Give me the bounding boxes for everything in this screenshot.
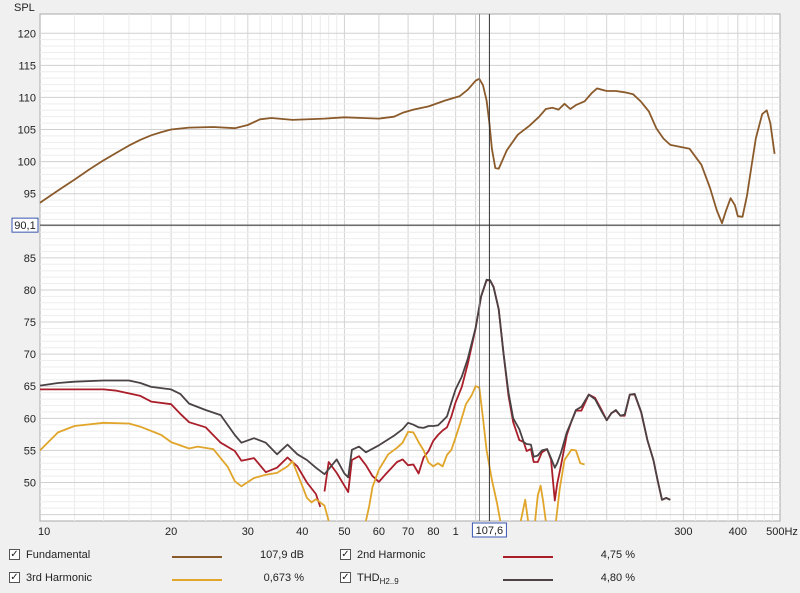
y-tick-label: 115 [18, 60, 36, 72]
y-tick-label: 120 [18, 28, 36, 40]
2nd-harmonic-swatch [503, 556, 553, 558]
fundamental-swatch [172, 556, 222, 558]
y-tick-label: 55 [24, 445, 36, 457]
y-tick-label: 75 [24, 317, 36, 329]
3rd-harmonic-checkbox[interactable]: ✓ [9, 571, 20, 583]
series-lines [39, 77, 776, 522]
3rd-harmonic-value: 0,673 % [263, 572, 304, 584]
series-3rd-harmonic-line [39, 421, 330, 522]
series-3rd-harmonic-line [519, 498, 529, 522]
x-tick-label: 30 [242, 526, 254, 538]
y-tick-label: 80 [24, 285, 36, 297]
cursor-x-label: 107,6 [476, 525, 504, 537]
2nd-harmonic-value: 4,75 % [600, 549, 635, 561]
x-tick-label: 300 [674, 526, 692, 538]
y-tick-label: 70 [24, 349, 36, 361]
series-3rd-harmonic-line [365, 385, 502, 522]
legend-label-2nd-harmonic: 2nd Harmonic [357, 549, 426, 561]
spl-chart[interactable]: 120 115 110 105 100 95 85 80 75 70 65 60 55 50 10 20 30 4… [0, 0, 800, 540]
y-tick-label: 110 [18, 92, 36, 104]
x-tick-label: 50 [338, 526, 350, 538]
thd-label-main: THD [357, 572, 380, 584]
series-thd-line [39, 278, 671, 501]
x-tick-label: 400 [729, 526, 747, 538]
y-tick-label: 105 [18, 125, 36, 137]
x-tick-label: 70 [402, 526, 414, 538]
fundamental-value: 107,9 dB [259, 549, 304, 561]
3rd-harmonic-swatch [172, 579, 222, 581]
y-tick-label: 50 [24, 477, 36, 489]
legend: ✓ Fundamental 107,9 dB ✓ 2nd Harmonic 4,… [0, 540, 800, 593]
x-tick-label: 80 [427, 526, 439, 538]
y-tick-label: 100 [18, 157, 36, 169]
tick-labels: 120 115 110 105 100 95 85 80 75 70 65 60 55 50 10 20 30 4… [18, 28, 798, 538]
thd-label-sub: H2..9 [379, 577, 399, 587]
y-axis-label: SPL [14, 2, 35, 14]
series-fundamental-line [39, 77, 776, 225]
legend-label-fundamental: Fundamental [26, 549, 91, 561]
cursor-y-box [11, 217, 39, 233]
y-tick-label: 85 [24, 253, 36, 265]
cursor-lines[interactable]: 90,1 107,6 [11, 14, 780, 538]
x-tick-label: 40 [296, 526, 308, 538]
legend-label-thd: THDH2..9 [357, 572, 399, 586]
series-3rd-harmonic-line [555, 448, 585, 522]
thd-swatch [503, 579, 553, 581]
thd-value: 4,80 % [600, 572, 635, 584]
y-tick-label: 65 [24, 381, 36, 393]
legend-label-3rd-harmonic: 3rd Harmonic [26, 572, 93, 584]
x-tick-label: 10 [38, 526, 50, 538]
fundamental-checkbox[interactable]: ✓ [9, 548, 20, 560]
series-3rd-harmonic-line [534, 484, 547, 522]
y-tick-label: 60 [24, 413, 36, 425]
x-tick-label: 20 [165, 526, 177, 538]
2nd-harmonic-checkbox[interactable]: ✓ [340, 548, 351, 560]
x-tick-label: 1 [453, 526, 459, 538]
x-tick-label: 60 [373, 526, 385, 538]
x-tick-label: 500Hz [766, 526, 798, 538]
cursor-x-box [471, 522, 507, 538]
cursor-y-label: 90,1 [14, 220, 35, 232]
y-tick-label: 95 [24, 189, 36, 201]
thd-checkbox[interactable]: ✓ [340, 571, 351, 583]
grid-lines [40, 14, 780, 521]
